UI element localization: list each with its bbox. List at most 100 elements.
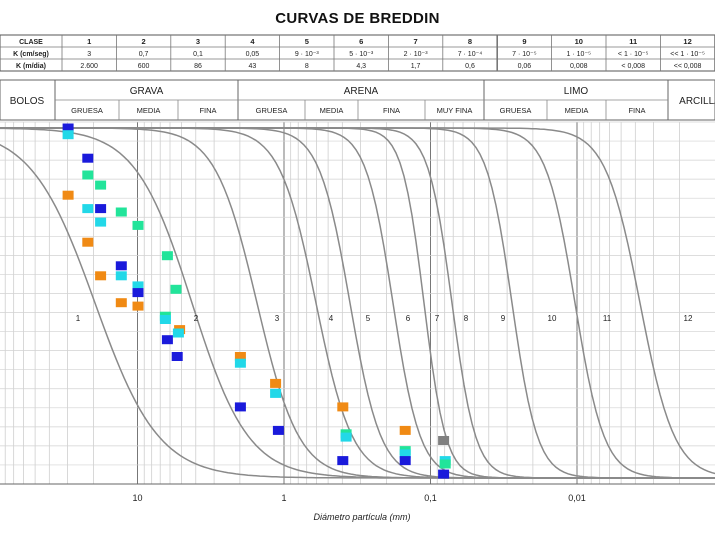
header-bolos: BOLOS	[10, 96, 45, 107]
data-point-gray	[438, 436, 450, 445]
data-point-green	[161, 251, 173, 261]
table-k-cm-cell: 7 · 10⁻⁴	[458, 51, 483, 58]
breddin-curve	[0, 127, 715, 475]
table-k-m-cell: 4,3	[356, 63, 366, 70]
data-point-blue	[234, 402, 246, 412]
breddin-curve	[0, 127, 715, 479]
table-k-m-cell: 86	[194, 63, 202, 70]
data-point-cyan	[132, 281, 144, 291]
header-subclass: MUY FINA	[437, 106, 473, 115]
table-class-cell: 10	[575, 37, 583, 46]
class-label-11: 11	[603, 314, 612, 323]
x-tick-label: 1	[281, 493, 286, 503]
header-grava: GRAVA	[130, 86, 164, 97]
data-point-cyan	[399, 449, 411, 459]
table-k-cm-cell: 7 · 10⁻⁵	[512, 51, 537, 58]
data-point-blue	[62, 123, 74, 133]
header-subclass: GRUESA	[71, 106, 103, 115]
class-label-9: 9	[501, 314, 506, 323]
table-class-cell: 12	[683, 37, 691, 46]
data-point-orange	[399, 425, 411, 435]
table-k-m-cell: 2.600	[80, 63, 98, 70]
table-class-cell: 11	[629, 37, 637, 46]
data-point-green	[132, 220, 144, 230]
table-class-cell: 1	[87, 37, 91, 46]
data-point-blue	[161, 335, 173, 345]
data-point-cyan	[340, 432, 352, 442]
data-point-orange	[62, 190, 74, 200]
header-subclass: FINA	[628, 106, 645, 115]
x-tick-label: 0,01	[568, 493, 586, 503]
data-point-blue	[337, 456, 349, 466]
data-point-cyan	[82, 204, 94, 214]
header-subclass: MEDIA	[137, 106, 161, 115]
table-k-cm-cell: < 1 · 10⁻⁵	[618, 51, 649, 58]
data-point-orange	[82, 237, 94, 247]
table-k-cm-cell: << 1 · 10⁻⁵	[670, 51, 705, 58]
table-k-cm-cell: 9 · 10⁻³	[295, 51, 320, 58]
data-point-blue	[272, 425, 284, 435]
table-class-cell: 4	[250, 37, 255, 46]
data-point-blue	[399, 456, 411, 466]
class-label-7: 7	[435, 314, 440, 323]
breddin-curve	[0, 127, 715, 479]
table-k-m-cell: 0,6	[465, 63, 475, 70]
header-arena: ARENA	[344, 86, 379, 97]
data-point-orange	[337, 402, 349, 412]
table-k-m-cell: 0,06	[518, 63, 532, 70]
table-k-m-cell: 1,7	[411, 63, 421, 70]
header-subclass: FINA	[383, 106, 400, 115]
data-point-orange	[132, 301, 144, 311]
table-k-cm-cell: 0,05	[246, 51, 260, 58]
table-row-label: K (cm/seg)	[13, 51, 49, 58]
breddin-curve	[0, 127, 715, 479]
table-class-cell: 2	[142, 37, 146, 46]
table-k-m-cell: 43	[249, 63, 257, 70]
data-point-green	[95, 180, 107, 190]
table-class-cell: 9	[522, 37, 526, 46]
plot-area: 1 2 3 4 5 6 7 8 9 10 11 12	[0, 121, 715, 485]
table-k-cm-cell: 0,7	[139, 51, 149, 58]
breddin-curve	[0, 127, 715, 479]
class-label-8: 8	[464, 314, 469, 323]
table-k-m-cell: < 0,008	[621, 63, 645, 70]
breddin-curve	[0, 127, 715, 479]
header-arcilla: ARCILLA	[679, 96, 715, 107]
data-point-blue	[171, 352, 183, 361]
x-tick-label: 10	[132, 493, 142, 503]
table-row-label: CLASE	[19, 39, 43, 46]
header-subclass: GRUESA	[500, 106, 532, 115]
data-point-orange	[270, 378, 282, 388]
breddin-curve	[0, 127, 715, 479]
class-label-6: 6	[406, 314, 411, 323]
data-point-green	[170, 284, 182, 294]
table-class-cell: 5	[305, 37, 309, 46]
table-k-cm-cell: 1 · 10⁻⁵	[567, 51, 592, 58]
breddin-curve	[0, 127, 715, 479]
data-point-orange	[234, 352, 246, 361]
table-class-cell: 3	[196, 37, 200, 46]
data-point-orange	[115, 298, 127, 308]
class-label-5: 5	[366, 314, 371, 323]
table-k-m-cell: << 0,008	[674, 63, 702, 70]
data-point-green	[439, 459, 451, 469]
table-class-cell: 7	[414, 37, 418, 46]
x-axis-label: Diámetro partícula (mm)	[313, 512, 410, 522]
data-point-blue	[115, 261, 127, 271]
class-label-12: 12	[684, 314, 693, 323]
header-subclass: MEDIA	[565, 106, 589, 115]
data-point-green	[115, 207, 127, 217]
header-subclass: GRUESA	[256, 106, 288, 115]
data-point-green	[82, 170, 94, 180]
table-k-m-cell: 600	[138, 63, 150, 70]
table-k-m-cell: 8	[305, 63, 309, 70]
class-label-2: 2	[194, 314, 199, 323]
chart-title: CURVAS DE BREDDIN	[275, 10, 440, 27]
data-point-cyan	[95, 217, 107, 227]
data-point-cyan	[62, 130, 74, 140]
breddin-curve	[0, 127, 715, 479]
class-label-10: 10	[548, 314, 557, 323]
header-limo: LIMO	[564, 86, 589, 97]
